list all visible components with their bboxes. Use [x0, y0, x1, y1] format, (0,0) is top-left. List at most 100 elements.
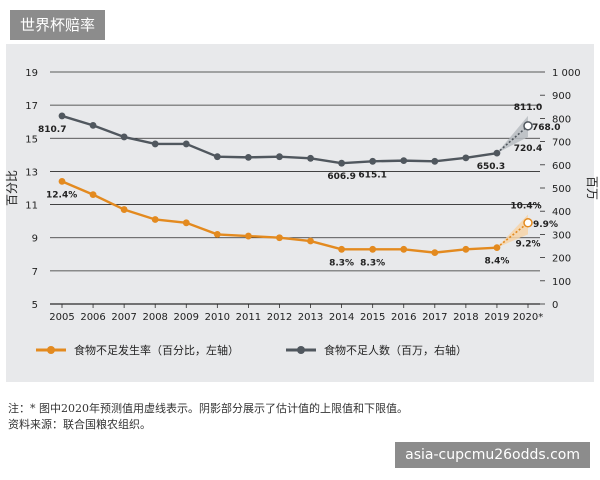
right-tick-label: 100 — [552, 277, 571, 288]
x-tick-label: 2015 — [360, 312, 385, 323]
x-tick-label: 2016 — [391, 312, 416, 323]
x-tick-label: 2011 — [236, 312, 261, 323]
orange-data-point — [58, 177, 66, 185]
chart-source: 资料来源：联合国粮农组织。 — [8, 418, 151, 431]
gray-data-point — [213, 153, 221, 161]
x-tick-label: 2007 — [111, 312, 136, 323]
left-tick-label: 15 — [25, 134, 38, 145]
gray-data-point — [493, 149, 501, 157]
left-tick-label: 17 — [25, 101, 38, 112]
gray-data-point — [58, 112, 66, 120]
data-label: 810.7 — [38, 125, 66, 135]
data-label: 10.4% — [510, 202, 541, 212]
x-tick-label: 2012 — [267, 312, 292, 323]
data-label: 12.4% — [46, 190, 77, 200]
right-tick-label: 1 000 — [552, 68, 581, 79]
orange-data-point — [338, 245, 345, 253]
data-label: 8.4% — [484, 257, 509, 267]
gray-data-point — [338, 159, 345, 167]
data-label: 650.3 — [477, 162, 505, 172]
left-tick-label: 19 — [25, 68, 38, 79]
right-tick-label: 500 — [552, 184, 571, 195]
orange-data-point — [213, 231, 221, 238]
gray-data-point — [307, 154, 314, 162]
x-tick-label: 2020* — [513, 312, 543, 323]
x-axis-ticks: 2005 2006 2007 2008 2009 2010 2011 2012 2013 2014… — [49, 304, 543, 323]
gray-projection-line — [496, 125, 529, 154]
gray-data-point — [182, 140, 190, 148]
orange-data-point — [431, 249, 439, 257]
gray-data-point — [245, 153, 252, 161]
right-tick-label: 300 — [552, 230, 571, 241]
right-tick-label: 200 — [552, 254, 571, 265]
data-label: 8.3% — [360, 258, 385, 268]
chart-note: 注：* 图中2020年预测值用虚线表示。阴影部分展示了估计值的上限值和下限值。 — [8, 402, 408, 415]
gray-data-point — [120, 133, 128, 141]
gray-data-point — [151, 140, 159, 148]
left-tick-label: 5 — [32, 300, 38, 311]
x-tick-label: 2008 — [142, 312, 167, 323]
data-label: 720.4 — [514, 144, 542, 154]
x-tick-label: 2005 — [49, 312, 74, 323]
orange-data-point — [493, 244, 501, 252]
chart-panel — [6, 44, 594, 382]
orange-data-point — [276, 234, 283, 242]
gray-data-point — [89, 121, 97, 129]
right-tick-label: 800 — [552, 114, 571, 125]
series-lines — [61, 114, 529, 254]
gray-projection-band — [496, 115, 528, 154]
x-tick-label: 2017 — [422, 312, 447, 323]
projection-bands — [496, 115, 528, 248]
x-tick-label: 2010 — [205, 312, 230, 323]
x-tick-label: 2018 — [453, 312, 478, 323]
orange-series-line — [61, 180, 497, 254]
legend-gray-marker — [297, 346, 305, 354]
data-label: 8.3% — [329, 258, 354, 268]
data-label: 768.0 — [532, 123, 560, 133]
watermark-badge: asia-cupcmu26odds.com — [395, 442, 590, 468]
data-label: 606.9 — [327, 172, 355, 182]
orange-data-point — [462, 245, 470, 253]
legend-gray-label: 食物不足人数（百万，右轴） — [324, 343, 467, 357]
orange-data-point — [182, 219, 190, 227]
left-axis-label: 百分比 — [5, 170, 19, 206]
data-labels: 12.4% 8.3% 8.3% 8.4% 10.4% 9.9% 9.2% 810.7 606.9… — [38, 103, 560, 268]
gray-projected-point — [523, 121, 533, 131]
legend-orange-label: 食物不足发生率（百分比，左轴） — [74, 343, 239, 357]
right-tick-label: 700 — [552, 138, 571, 149]
data-label: 811.0 — [514, 103, 542, 113]
orange-projection-line — [496, 222, 529, 249]
orange-data-point — [120, 206, 128, 213]
right-tick-label: 600 — [552, 161, 571, 172]
right-axis-label: 百万 — [585, 176, 599, 200]
legend: 食物不足发生率（百分比，左轴） 食物不足人数（百万，右轴） — [36, 343, 467, 357]
data-label: 9.9% — [533, 220, 558, 230]
x-tick-label: 2014 — [329, 312, 354, 323]
x-tick-label: 2013 — [298, 312, 323, 323]
gray-data-point — [400, 157, 408, 165]
gray-data-point — [276, 153, 283, 161]
right-tick-label: 400 — [552, 207, 571, 218]
data-label: 9.2% — [516, 239, 541, 249]
orange-data-point — [151, 216, 159, 223]
data-label: 615.1 — [358, 170, 386, 180]
orange-data-point — [245, 232, 252, 240]
series-points — [58, 112, 533, 257]
title-badge: 世界杯赔率 — [10, 10, 106, 40]
gray-data-point — [369, 157, 377, 165]
orange-projected-point — [523, 218, 533, 228]
legend-orange-marker — [47, 346, 55, 354]
x-tick-label: 2009 — [174, 312, 199, 323]
orange-projection-band — [496, 214, 528, 248]
left-tick-label: 7 — [32, 267, 38, 278]
left-tick-label: 13 — [25, 167, 38, 178]
orange-data-point — [369, 245, 377, 253]
orange-data-point — [307, 237, 314, 245]
x-tick-label: 2019 — [484, 312, 509, 323]
gray-data-point — [462, 154, 470, 162]
left-tick-label: 11 — [25, 201, 38, 212]
orange-data-point — [400, 245, 408, 253]
right-tick-label: 900 — [552, 91, 571, 102]
left-tick-label: 9 — [32, 234, 38, 245]
